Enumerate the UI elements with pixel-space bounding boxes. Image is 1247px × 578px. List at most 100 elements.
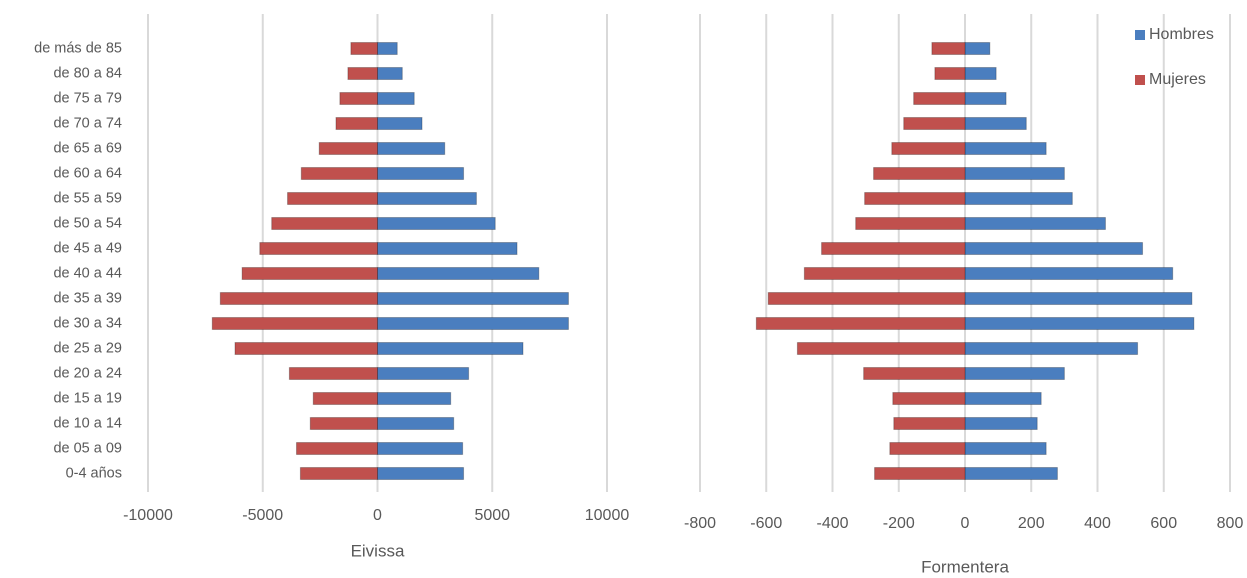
y-tick-label: de 20 a 24	[53, 365, 122, 381]
bar	[964, 292, 1193, 305]
y-tick-label: de 50 a 54	[53, 215, 122, 231]
bar	[964, 392, 1042, 405]
x-tick-label: 0	[373, 507, 382, 524]
legend-swatch	[1135, 30, 1145, 40]
bar	[287, 192, 379, 205]
bar	[377, 467, 465, 480]
x-axis-label: Formentera	[921, 557, 1009, 576]
bar	[377, 242, 518, 255]
bar	[964, 367, 1065, 380]
bar	[377, 67, 403, 80]
bar	[211, 317, 378, 330]
y-tick-label: de 60 a 64	[53, 165, 122, 181]
x-tick-label: 0	[961, 515, 970, 532]
bar	[863, 367, 966, 380]
bar	[219, 292, 378, 305]
x-tick-label: 800	[1217, 515, 1244, 532]
y-tick-label: 0-4 años	[66, 465, 122, 481]
bar	[312, 392, 378, 405]
y-tick-label: de 55 a 59	[53, 190, 122, 206]
y-tick-label: de 65 a 69	[53, 140, 122, 156]
bar	[234, 342, 378, 355]
y-tick-label: de 75 a 79	[53, 90, 122, 106]
bar	[318, 142, 378, 155]
y-tick-label: de 25 a 29	[53, 340, 122, 356]
y-tick-label: de 80 a 84	[53, 65, 122, 81]
bar	[903, 117, 966, 130]
legend-label: Mujeres	[1149, 71, 1206, 88]
legend-swatch	[1135, 75, 1145, 85]
bar	[889, 442, 966, 455]
bar	[377, 42, 398, 55]
bar	[377, 442, 464, 455]
bar	[377, 342, 524, 355]
bar	[309, 417, 378, 430]
bar	[377, 292, 569, 305]
bar	[271, 217, 378, 230]
bar	[891, 142, 966, 155]
x-tick-label: 600	[1150, 515, 1177, 532]
bar	[796, 342, 966, 355]
legend-label: Hombres	[1149, 26, 1214, 43]
bar	[964, 267, 1174, 280]
bar	[295, 442, 379, 455]
x-tick-label: -800	[684, 515, 716, 532]
bar	[874, 467, 966, 480]
bar	[377, 92, 415, 105]
x-axis-label: Eivissa	[351, 541, 405, 560]
bar	[964, 442, 1047, 455]
x-tick-label: 200	[1018, 515, 1045, 532]
bar	[259, 242, 379, 255]
bar	[931, 42, 966, 55]
bar	[377, 192, 477, 205]
x-tick-label: -600	[750, 515, 782, 532]
bar	[241, 267, 378, 280]
bar	[377, 267, 540, 280]
bar	[339, 92, 378, 105]
x-tick-label: 400	[1084, 515, 1111, 532]
y-tick-label: de 45 a 49	[53, 240, 122, 256]
bar	[964, 67, 997, 80]
bar	[864, 192, 966, 205]
bar	[347, 67, 378, 80]
bar	[964, 217, 1106, 230]
bar	[873, 167, 966, 180]
bar	[913, 92, 966, 105]
bar	[350, 42, 378, 55]
bar	[377, 317, 569, 330]
bar	[855, 217, 966, 230]
bar	[288, 367, 379, 380]
bar	[964, 117, 1027, 130]
bar	[300, 167, 378, 180]
x-tick-label: 5000	[474, 507, 510, 524]
y-tick-label: de 10 a 14	[53, 415, 122, 431]
bar	[964, 167, 1065, 180]
y-tick-label: de 30 a 34	[53, 315, 122, 331]
bar	[377, 142, 446, 155]
bar	[803, 267, 966, 280]
bar	[377, 117, 423, 130]
bar	[964, 242, 1144, 255]
y-tick-label: de más de 85	[34, 40, 122, 56]
bar	[964, 192, 1073, 205]
x-tick-label: -400	[816, 515, 848, 532]
bar	[377, 217, 496, 230]
y-tick-label: de 05 a 09	[53, 440, 122, 456]
bar	[893, 417, 966, 430]
bar	[377, 392, 452, 405]
bar	[377, 417, 455, 430]
bar	[964, 142, 1047, 155]
bar	[335, 117, 379, 130]
y-tick-label: de 40 a 44	[53, 265, 122, 281]
bar	[821, 242, 966, 255]
x-tick-label: -5000	[242, 507, 283, 524]
bar	[964, 342, 1139, 355]
bar	[964, 92, 1007, 105]
bar	[964, 467, 1058, 480]
bar	[934, 67, 966, 80]
bar	[377, 367, 470, 380]
bar	[377, 167, 465, 180]
y-tick-label: de 35 a 39	[53, 290, 122, 306]
x-tick-label: 10000	[585, 507, 630, 524]
